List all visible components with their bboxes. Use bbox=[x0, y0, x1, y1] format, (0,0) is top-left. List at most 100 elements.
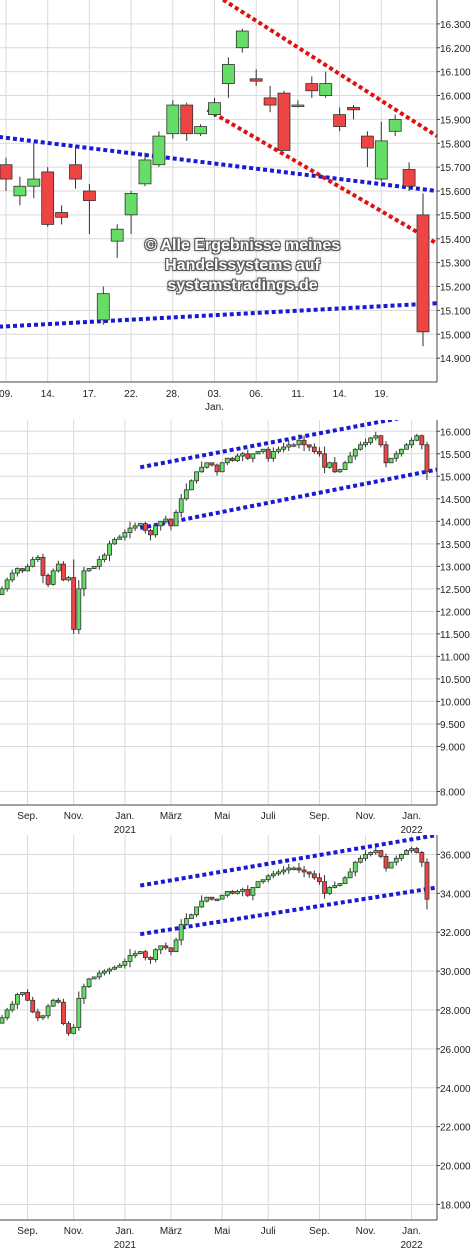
candle-body bbox=[168, 947, 174, 953]
candle-up bbox=[327, 886, 333, 896]
y-tick-label: 11.500 bbox=[440, 630, 470, 641]
candle-body bbox=[368, 852, 374, 855]
candle-body bbox=[214, 464, 220, 473]
candle-up bbox=[270, 870, 276, 879]
candle-down bbox=[229, 890, 235, 895]
candle-body bbox=[142, 523, 148, 531]
candle-body bbox=[342, 877, 348, 885]
candle-body bbox=[332, 462, 338, 473]
candle-body bbox=[66, 1023, 71, 1034]
candle-up bbox=[0, 586, 5, 596]
candle-down bbox=[41, 167, 55, 227]
y-tick-label: 15.100 bbox=[440, 306, 471, 317]
candle-up bbox=[260, 879, 266, 884]
candle-body bbox=[352, 861, 358, 873]
x-tick-label: Sep. bbox=[17, 1226, 38, 1237]
candle-up bbox=[107, 540, 112, 562]
candle-body bbox=[337, 469, 343, 473]
candle-body bbox=[388, 861, 394, 869]
candle-up bbox=[281, 866, 287, 875]
candle-up bbox=[409, 437, 415, 449]
candle-body bbox=[30, 559, 36, 567]
candle-body bbox=[9, 1003, 15, 1011]
y-tick-label: 12.500 bbox=[440, 585, 471, 596]
candle-body bbox=[158, 945, 164, 951]
candle-up bbox=[199, 895, 205, 908]
candle-body bbox=[360, 135, 374, 149]
candle-body bbox=[276, 448, 281, 452]
candle-body bbox=[363, 854, 368, 859]
candle-down bbox=[229, 456, 235, 462]
candle-up bbox=[265, 874, 271, 883]
candle-body bbox=[158, 520, 164, 527]
candle-body bbox=[13, 185, 27, 197]
candle-up bbox=[388, 861, 394, 869]
candle-body bbox=[291, 867, 297, 870]
candle-body bbox=[374, 140, 388, 180]
candle-body bbox=[148, 957, 153, 960]
candle-body bbox=[91, 565, 97, 569]
x-tick-label: Juli bbox=[261, 811, 276, 822]
candle-body bbox=[270, 873, 276, 877]
x-tick-label: 09. bbox=[0, 389, 13, 400]
candle-up bbox=[30, 556, 36, 568]
candle-down bbox=[142, 949, 148, 961]
candle-up bbox=[224, 457, 230, 466]
candle-up bbox=[86, 978, 92, 989]
candle-down bbox=[214, 463, 220, 476]
candle-body bbox=[311, 446, 317, 452]
candle-up bbox=[86, 567, 92, 572]
x-tick-label: Sep. bbox=[309, 1226, 330, 1237]
candle-up bbox=[296, 434, 302, 449]
candle-down bbox=[265, 446, 271, 462]
candle-body bbox=[71, 577, 77, 630]
candle-body bbox=[30, 999, 36, 1013]
candle-up bbox=[102, 969, 107, 976]
x-tick-label: 11. bbox=[291, 389, 304, 400]
x-tick-label: Sep. bbox=[17, 811, 38, 822]
candle-body bbox=[137, 523, 143, 527]
candle-body bbox=[296, 867, 302, 871]
candle-body bbox=[235, 30, 249, 49]
candle-body bbox=[173, 511, 179, 527]
candle-up bbox=[357, 441, 363, 451]
candle-body bbox=[76, 997, 82, 1028]
candle-up bbox=[235, 28, 249, 53]
candle-body bbox=[55, 563, 61, 572]
candle-down bbox=[30, 996, 36, 1014]
candle-up bbox=[337, 882, 343, 887]
candle-body bbox=[20, 992, 25, 995]
candle-body bbox=[347, 871, 353, 879]
candle-body bbox=[107, 543, 112, 556]
candle-body bbox=[317, 451, 322, 455]
candle-down bbox=[83, 183, 96, 234]
candle-down bbox=[383, 441, 389, 468]
y-tick-label: 20.000 bbox=[440, 1162, 471, 1173]
candle-body bbox=[178, 924, 184, 941]
candle-up bbox=[357, 855, 363, 864]
candle-body bbox=[357, 857, 363, 863]
candle-up bbox=[127, 949, 133, 968]
candle-body bbox=[260, 879, 266, 883]
candle-down bbox=[263, 85, 277, 113]
candle-body bbox=[163, 945, 169, 949]
y-tick-label: 28.000 bbox=[440, 1006, 471, 1017]
grid bbox=[0, 0, 437, 382]
candle-body bbox=[41, 171, 55, 225]
candle-up bbox=[342, 875, 348, 885]
candle-down bbox=[66, 1021, 71, 1036]
candle-body bbox=[306, 444, 312, 448]
candle-up bbox=[102, 552, 107, 563]
candle-up bbox=[132, 950, 138, 959]
candle-body bbox=[306, 871, 312, 875]
candle-up bbox=[363, 850, 368, 862]
candle-body bbox=[383, 444, 389, 464]
candle-up bbox=[219, 894, 225, 900]
candle-down bbox=[20, 568, 25, 574]
x-tick-label: 14. bbox=[333, 389, 347, 400]
candle-up bbox=[110, 224, 124, 258]
candle-body bbox=[311, 873, 317, 879]
y-tick-label: 15.000 bbox=[440, 330, 471, 341]
candle-up bbox=[368, 851, 374, 857]
candle-body bbox=[0, 164, 13, 180]
